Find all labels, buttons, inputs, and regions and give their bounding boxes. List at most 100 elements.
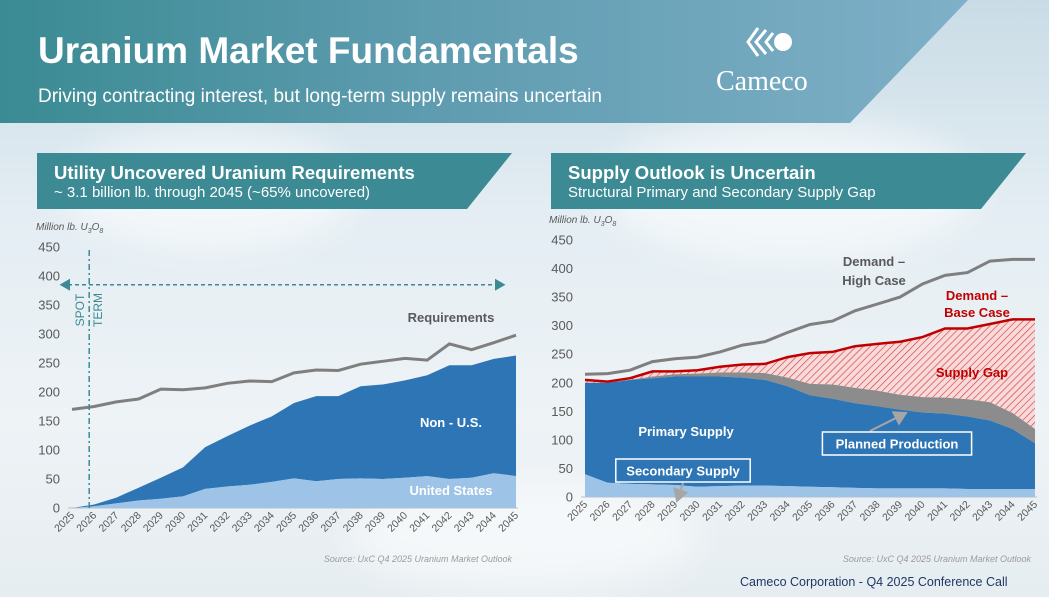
left-chart-x-tick-label: 2042 <box>430 510 455 535</box>
left-chart-x-tick-label: 2029 <box>141 510 166 535</box>
left-chart-x-tick-label: 2033 <box>230 510 255 535</box>
left-chart-y-tick-label: 250 <box>38 356 60 371</box>
right-panel-title: Supply Outlook is Uncertain <box>568 162 816 183</box>
planned-production-area <box>585 372 1035 444</box>
secondary-supply-label: Secondary Supply <box>626 464 740 479</box>
right-chart-x-tick-label: 2035 <box>790 499 815 524</box>
demand-high-case-line <box>584 257 1035 376</box>
left-chart-x-tick-label: 2038 <box>341 510 366 535</box>
left-chart-y-tick-label: 200 <box>38 385 60 400</box>
left-chart-x-tick-label: 2035 <box>274 510 299 535</box>
right-chart-x-tick-label: 2032 <box>723 499 748 524</box>
right-chart-x-tick-label: 2034 <box>768 499 793 524</box>
non-us-area <box>72 355 516 508</box>
left-chart-y-tick-label: 400 <box>38 269 60 284</box>
demand-base-case-label-line1: Demand – <box>946 288 1008 303</box>
united-states-label: United States <box>409 483 492 498</box>
left-chart-x-tick-label: 2028 <box>119 510 144 535</box>
header-banner <box>0 0 968 123</box>
right-chart-y-tick-label: 350 <box>551 290 573 305</box>
demand-base-case-line <box>584 318 1035 383</box>
right-chart-unit-label: Million lb. U3O8 <box>549 215 616 228</box>
secondary-supply-label-box <box>615 458 751 483</box>
left-chart-x-tick-label: 2031 <box>185 510 210 535</box>
left-chart-y-tick-label: 300 <box>38 327 60 342</box>
left-chart-unit-label: Million lb. U3O8 <box>36 222 103 235</box>
left-chart-x-tick-label: 2036 <box>296 510 321 535</box>
right-panel-subtitle: Structural Primary and Secondary Supply … <box>568 184 876 201</box>
left-chart-x-tick-label: 2043 <box>452 510 477 535</box>
demand-high-case-label-line2: High Case <box>842 273 906 288</box>
right-chart-y-tick-label: 250 <box>551 347 573 362</box>
left-chart-y-tick-label: 450 <box>38 240 60 255</box>
left-chart: Million lb. U3O8 0 50 100 150 200 250 300 350 400… <box>36 222 521 564</box>
right-chart-x-tick-label: 2041 <box>925 499 950 524</box>
left-chart-x-tick-label: 2040 <box>385 510 410 535</box>
right-chart-x-tick-label: 2031 <box>700 499 725 524</box>
right-chart-y-tick-label: 200 <box>551 375 573 390</box>
right-chart-x-tick-label: 2042 <box>948 499 973 524</box>
right-chart-x-tick-label: 2037 <box>835 499 860 524</box>
right-chart-y-tick-label: 300 <box>551 318 573 333</box>
demand-high-case-label-line1: Demand – <box>843 254 905 269</box>
planned-production-label-box <box>821 431 973 456</box>
left-chart-x-tick-label: 2037 <box>319 510 344 535</box>
right-chart-x-tick-label: 2045 <box>1015 499 1040 524</box>
left-chart-x-tick-label: 2045 <box>496 510 521 535</box>
right-chart-x-tick-label: 2044 <box>993 499 1018 524</box>
right-chart-source-note: Source: UxC Q4 2025 Uranium Market Outlo… <box>843 554 1032 564</box>
right-chart-x-tick-label: 2036 <box>813 499 838 524</box>
left-chart-x-tick-label: 2027 <box>97 510 122 535</box>
right-chart-x-tick-label: 2033 <box>745 499 770 524</box>
spot-label: SPOT <box>73 293 87 326</box>
page-subtitle: Driving contracting interest, but long-t… <box>38 86 602 107</box>
right-chart-x-tick-label: 2038 <box>858 499 883 524</box>
right-chart-x-tick-label: 2027 <box>610 499 635 524</box>
primary-supply-label: Primary Supply <box>638 424 734 439</box>
demand-base-case-label-line2: Base Case <box>944 305 1010 320</box>
left-chart-y-tick-label: 100 <box>38 443 60 458</box>
right-chart-x-tick-label: 2043 <box>970 499 995 524</box>
left-chart-y-tick-label: 150 <box>38 414 60 429</box>
left-chart-y-tick-label: 50 <box>46 472 60 487</box>
term-label: TERM <box>91 293 105 327</box>
logo-wordmark: Cameco <box>716 66 808 97</box>
left-panel-title: Utility Uncovered Uranium Requirements <box>54 162 415 183</box>
left-chart-y-tick-label: 0 <box>53 501 60 516</box>
left-panel-header: Utility Uncovered Uranium Requirements ~… <box>37 153 512 209</box>
right-chart-x-tick-label: 2039 <box>880 499 905 524</box>
left-chart-x-tick-label: 2026 <box>74 510 99 535</box>
non-us-label: Non - U.S. <box>420 415 482 430</box>
left-chart-y-tick-label: 350 <box>38 298 60 313</box>
right-chart-y-tick-label: 150 <box>551 404 573 419</box>
right-chart: Million lb. U3O8 0 50 100 150 200 250 300 350 400… <box>549 215 1040 564</box>
right-chart-x-tick-label: 2026 <box>588 499 613 524</box>
right-chart-y-tick-label: 0 <box>566 490 573 505</box>
right-chart-x-tick-label: 2040 <box>903 499 928 524</box>
right-chart-x-tick-label: 2030 <box>678 499 703 524</box>
right-chart-y-tick-label: 400 <box>551 261 573 276</box>
supply-gap-label: Supply Gap <box>936 365 1008 380</box>
right-chart-x-tick-label: 2028 <box>633 499 658 524</box>
right-chart-y-tick-label: 50 <box>559 461 573 476</box>
planned-production-pointer <box>869 411 908 432</box>
requirements-line <box>71 333 517 411</box>
supply-gap-area <box>585 319 1035 429</box>
planned-production-label: Planned Production <box>836 437 959 452</box>
left-chart-x-tick-label: 2041 <box>407 510 432 535</box>
right-chart-x-tick-label: 2029 <box>655 499 680 524</box>
left-chart-x-tick-label: 2039 <box>363 510 388 535</box>
right-panel-header: Supply Outlook is Uncertain Structural P… <box>551 153 1026 209</box>
left-chart-x-tick-label: 2044 <box>474 510 499 535</box>
page-title: Uranium Market Fundamentals <box>38 30 579 71</box>
left-panel-subtitle: ~ 3.1 billion lb. through 2045 (~65% unc… <box>54 184 371 201</box>
left-chart-x-tick-label: 2032 <box>208 510 233 535</box>
left-chart-source-note: Source: UxC Q4 2025 Uranium Market Outlo… <box>324 554 513 564</box>
secondary-supply-area <box>585 474 1035 497</box>
left-chart-x-tick-label: 2030 <box>163 510 188 535</box>
right-chart-y-tick-label: 450 <box>551 233 573 248</box>
cameco-logo-icon <box>746 27 792 57</box>
secondary-supply-pointer <box>673 482 689 503</box>
left-chart-x-tick-label: 2034 <box>252 510 277 535</box>
